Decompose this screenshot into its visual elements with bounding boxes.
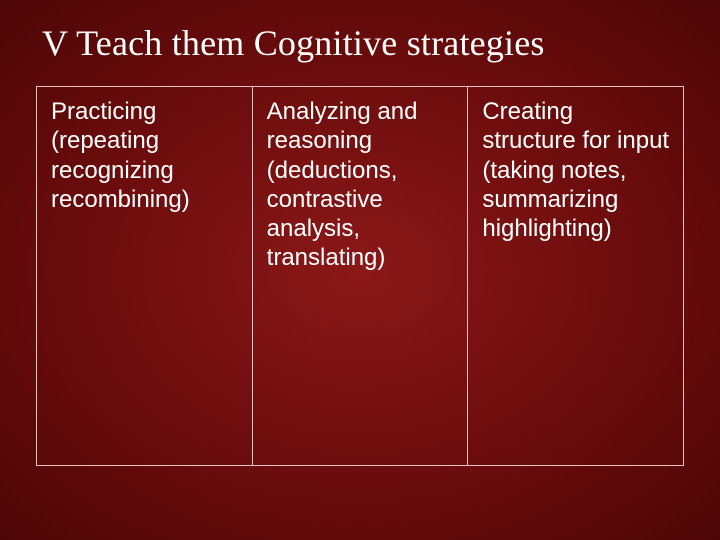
table-cell-analyzing: Analyzing and reasoning (deductions, con… — [253, 87, 469, 465]
table-cell-creating: Creating structure for input (taking not… — [468, 87, 683, 465]
table-cell-practicing: Practicing (repeating recognizing recomb… — [37, 87, 253, 465]
slide: V Teach them Cognitive strategies Practi… — [0, 0, 720, 540]
slide-title: V Teach them Cognitive strategies — [42, 22, 688, 64]
strategies-table: Practicing (repeating recognizing recomb… — [36, 86, 684, 466]
